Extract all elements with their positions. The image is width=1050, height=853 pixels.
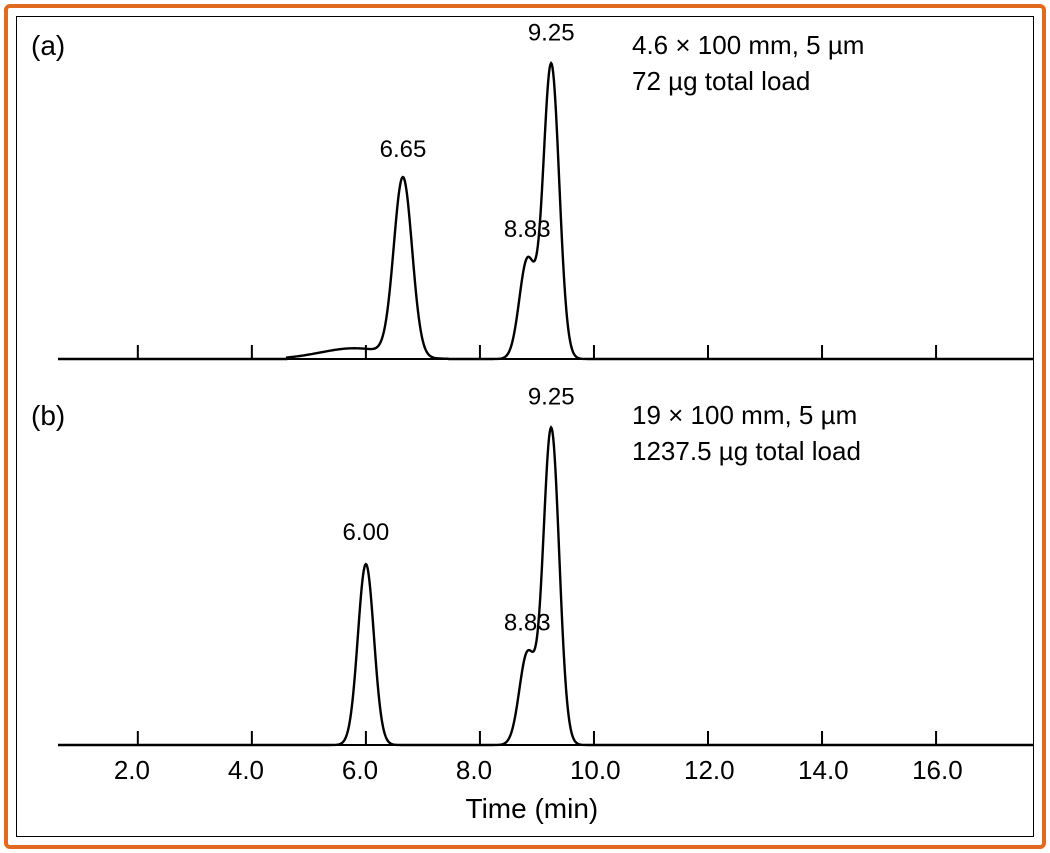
x-tick-label: 2.0: [114, 755, 150, 786]
x-tick-label: 6.0: [342, 755, 378, 786]
panel-b-svg: 6.00 8.83 9.25: [0, 0, 1050, 853]
x-tick-label: 10.0: [570, 755, 621, 786]
chromatogram-trace: [58, 427, 1033, 745]
figure-root: (a) 4.6 × 100 mm, 5 µm 72 µg total load …: [0, 0, 1050, 853]
x-axis-title: Time (min): [466, 793, 599, 825]
x-tick-label: 8.0: [456, 755, 492, 786]
x-tick-label: 16.0: [912, 755, 963, 786]
peak-label: 6.00: [343, 519, 390, 546]
x-tick-label: 14.0: [798, 755, 849, 786]
x-tick-label: 4.0: [228, 755, 264, 786]
peak-label: 9.25: [528, 383, 575, 410]
x-tick-label: 12.0: [684, 755, 735, 786]
peak-label: 8.83: [504, 610, 551, 637]
